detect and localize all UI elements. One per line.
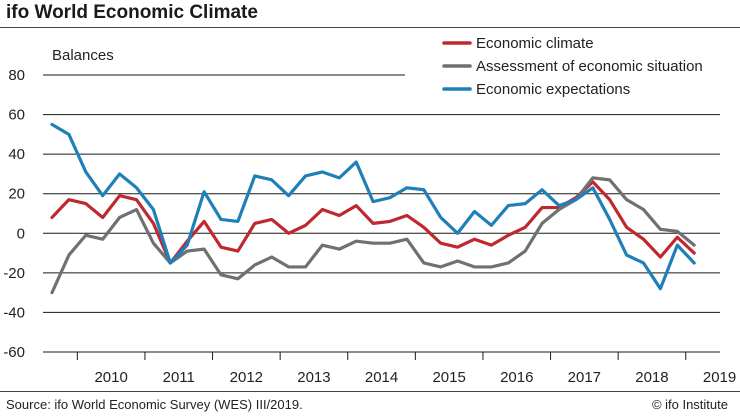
y-tick-label: 0 <box>17 225 25 242</box>
y-axis-label: Balances <box>52 47 114 64</box>
y-tick-label: -60 <box>3 344 25 361</box>
x-tick-label: 2016 <box>500 369 533 386</box>
y-tick-label: 60 <box>8 107 25 124</box>
y-tick-label: -40 <box>3 304 25 321</box>
footer-divider <box>0 391 740 392</box>
page-title: ifo World Economic Climate <box>6 2 258 23</box>
x-tick-label: 2012 <box>230 369 263 386</box>
x-tick-label: 2010 <box>94 369 127 386</box>
x-axis-tick-labels: 2010 2011 2012 2013 2014 2015 2016 2017 2018 2019 <box>94 369 736 386</box>
legend-label: Economic climate <box>476 35 594 52</box>
x-tick-label: 2015 <box>432 369 465 386</box>
legend-label: Assessment of economic situation <box>476 58 703 75</box>
title-divider <box>0 27 740 28</box>
y-tick-label: -20 <box>3 265 25 282</box>
y-tick-label: 40 <box>8 146 25 163</box>
y-tick-label: 80 <box>8 67 25 84</box>
x-tick-label: 2017 <box>568 369 601 386</box>
legend: Economic climate Assessment of economic s… <box>442 35 703 98</box>
series-lines <box>50 122 696 295</box>
credit: © ifo Institute <box>651 397 728 412</box>
x-tick-label: 2013 <box>297 369 330 386</box>
x-tick-label: 2014 <box>365 369 398 386</box>
series-line-economic-expectations <box>50 122 696 291</box>
grid-lines <box>43 74 720 360</box>
x-tick-label: 2018 <box>635 369 668 386</box>
y-tick-label: 20 <box>8 186 25 203</box>
source-note: Source: ifo World Economic Survey (WES) … <box>6 397 303 412</box>
legend-label: Economic expectations <box>476 81 630 98</box>
x-tick-label: 2011 <box>163 369 195 386</box>
x-tick-label: 2019 <box>703 369 736 386</box>
y-axis-tick-labels: 80 60 40 20 0 -20 -40 -60 <box>3 67 25 361</box>
